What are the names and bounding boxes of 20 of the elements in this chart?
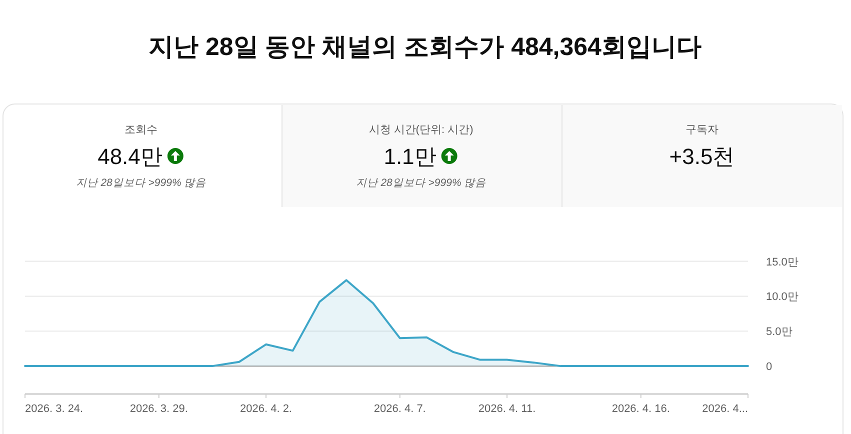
y-tick-label: 5.0만 — [766, 326, 792, 338]
x-tick-label: 2026. 4. 11. — [478, 403, 536, 415]
text: 시청 시간(단위: 시간) — [368, 124, 474, 136]
text: 조회수 — [124, 124, 158, 136]
y-tick-label: 10.0만 — [766, 291, 798, 304]
text: 구독자 — [686, 124, 718, 136]
y-tick-label: 0 — [766, 361, 772, 374]
text: 지난 28일보다 >999% 많음 — [356, 177, 486, 189]
y-tick-label: 15.0만 — [766, 256, 798, 268]
text: 48.4만 — [98, 144, 162, 169]
text: 지난 28일 동안 채널의 조회수가 484,364회입니다 — [148, 33, 702, 61]
x-tick-label: 2026. 4. 16. — [612, 403, 670, 415]
text: 1.1만 — [384, 144, 436, 169]
x-tick-label: 2026. 4. 2. — [240, 403, 292, 415]
x-tick-label: 2026. 4... — [702, 403, 748, 415]
x-tick-label: 2026. 3. 29. — [130, 403, 188, 415]
x-tick-label: 2026. 4. 7. — [374, 403, 426, 415]
x-tick-label: 2026. 3. 24. — [25, 403, 84, 415]
text: +3.5천 — [669, 144, 735, 169]
text: 지난 28일보다 >999% 많음 — [76, 177, 206, 189]
